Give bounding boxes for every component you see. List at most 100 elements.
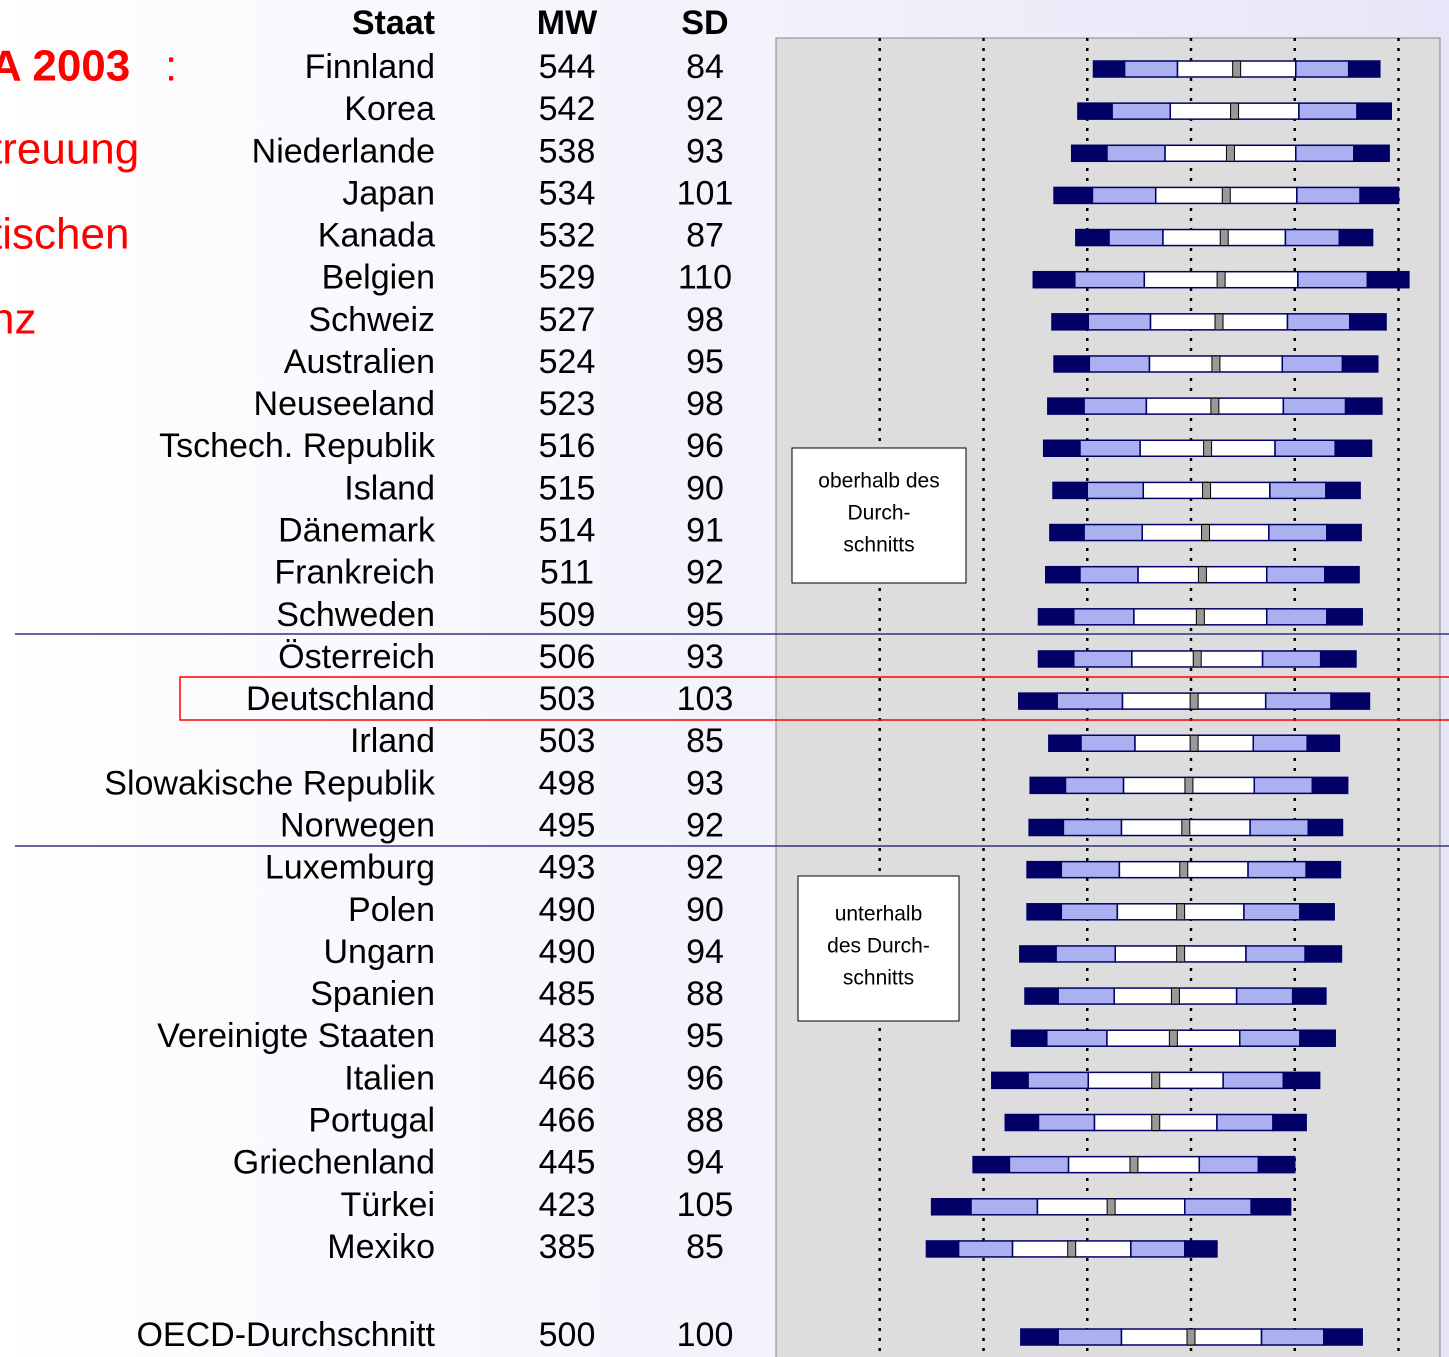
mean-value: 445 [539,1144,596,1182]
mean-value: 534 [539,174,596,212]
sd-value: 92 [686,807,724,845]
percentile-segment [1106,1029,1175,1047]
country-label: Portugal [308,1101,435,1139]
mean-value: 524 [539,343,596,381]
percentile-segment [1201,565,1268,584]
mean-value: 423 [539,1186,596,1224]
note-box [797,875,960,1022]
percentile-segment [1198,1155,1260,1174]
percentile-segment [1073,608,1135,626]
mean-mark [1129,1156,1139,1174]
sd-value: 93 [686,638,724,676]
percentile-segment [1243,903,1301,921]
percentile-segment [1060,860,1121,879]
mean-mark [1067,1240,1077,1258]
percentile-segment [1253,776,1314,795]
mean-value: 503 [539,680,596,718]
percentile-segment [1075,228,1110,247]
percentile-segment [1092,60,1126,78]
percentile-segment [1083,523,1143,542]
country-label: Vereinigte Staaten [157,1017,435,1055]
percentile-segment [1215,355,1284,373]
sd-value: 92 [686,849,724,887]
percentile-segment [1245,945,1306,963]
note-text: des Durch- [827,935,930,958]
percentile-segment [1042,439,1081,458]
percentile-segment [1296,186,1361,205]
mean-value: 385 [539,1228,596,1266]
percentile-segment [1190,1328,1263,1346]
percentile-segment [1032,270,1076,289]
percentile-segment [972,1155,1011,1174]
percentile-segment [1086,481,1145,500]
percentile-segment [1106,144,1166,163]
percentile-segment [1055,945,1117,963]
percentile-segment [1348,313,1387,331]
percentile-segment [1311,776,1349,795]
percentile-segment [1036,1198,1112,1216]
percentile-segment [1130,1240,1186,1258]
percentile-segment [1028,818,1065,837]
mean-value: 516 [539,427,596,465]
percentile-segment [1154,1113,1218,1132]
percentile-segment [1133,1155,1201,1174]
percentile-segment [1137,565,1204,584]
country-label: Korea [344,90,435,128]
percentile-segment [1067,1155,1135,1174]
percentile-segment [1133,608,1202,626]
percentile-segment [1019,945,1057,963]
percentile-segment [1029,776,1067,795]
country-label: Deutschland [246,680,435,718]
percentile-segment [1052,481,1088,500]
percentile-segment [1265,608,1328,626]
percentile-segment [1154,1071,1224,1090]
mean-value: 514 [539,512,596,550]
percentile-segment [1079,439,1141,458]
sd-value: 93 [686,764,724,802]
mean-mark [1201,524,1211,542]
sd-value: 96 [686,1059,724,1097]
country-label: Italien [344,1059,435,1097]
mean-value: 509 [539,596,596,634]
mean-mark [1232,60,1242,78]
percentile-segment [1235,987,1294,1005]
sd-value: 88 [686,975,724,1013]
percentile-segment [1020,1328,1059,1346]
percentile-segment [1229,144,1297,163]
country-label: Tschech. Republik [159,427,436,465]
sd-value: 98 [686,301,724,339]
percentile-segment [1307,818,1344,837]
percentile-segment [1093,1113,1157,1132]
percentile-segment [1291,987,1327,1005]
percentile-segment [1087,1071,1157,1090]
percentile-segment [1326,523,1362,542]
percentile-segment [1048,734,1082,752]
title-line: : [165,42,177,91]
sd-value: 90 [686,469,724,507]
header: Staat [352,4,435,42]
country-label: Ungarn [323,933,435,971]
percentile-segment [1120,1328,1192,1346]
percentile-segment [1235,60,1297,78]
percentile-segment [1325,481,1361,500]
mean-mark [1197,566,1207,584]
country-label: Belgien [322,259,435,297]
note-text: schnitts [843,534,914,557]
percentile-segment [925,1240,960,1258]
percentile-segment [1169,102,1236,120]
sd-value: 100 [677,1316,734,1354]
percentile-segment [1353,144,1390,163]
mean-mark [1195,608,1205,626]
percentile-segment [1179,945,1247,963]
country-label: Norwegen [280,807,435,845]
percentile-segment [1062,818,1123,837]
percentile-segment [1297,270,1369,289]
percentile-segment [1141,523,1207,542]
percentile-segment [1299,903,1335,921]
mean-value: 527 [539,301,596,339]
percentile-segment [1193,734,1255,752]
percentile-segment [1122,776,1190,795]
mean-mark [1202,481,1212,499]
percentile-segment [1225,186,1298,205]
mean-mark [1184,776,1194,794]
